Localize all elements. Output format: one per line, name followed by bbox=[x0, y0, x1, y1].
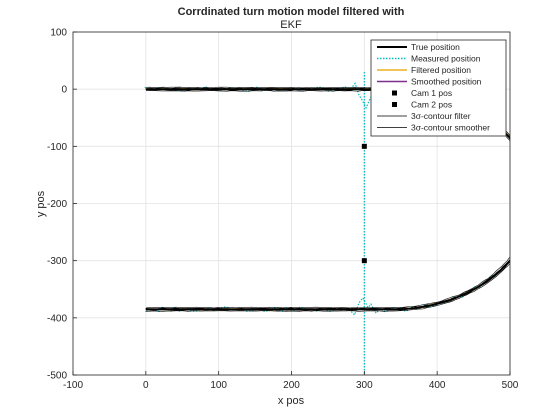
y-tick-label: -100 bbox=[47, 142, 67, 153]
x-tick-label: 200 bbox=[283, 380, 300, 391]
legend-marker bbox=[392, 90, 397, 96]
x-tick-label: -100 bbox=[63, 380, 83, 391]
y-tick-label: -200 bbox=[47, 199, 67, 210]
legend-label: Cam 2 pos bbox=[411, 100, 452, 110]
x-tick-label: 100 bbox=[210, 380, 227, 391]
y-tick-label: -300 bbox=[47, 256, 67, 267]
legend-label: 3σ-contour filter bbox=[411, 111, 471, 121]
legend-marker bbox=[392, 102, 397, 107]
camera-2-marker bbox=[361, 258, 367, 264]
legend-label: Smoothed position bbox=[411, 77, 482, 87]
legend-box bbox=[370, 39, 507, 137]
y-tick-label: 100 bbox=[50, 28, 67, 39]
y-axis-label: y pos bbox=[35, 190, 47, 217]
legend-label: Filtered position bbox=[411, 65, 471, 75]
ticks: -100 0 100 200 300 400 500 -500 -400 -300 -200 -100… bbox=[47, 28, 519, 392]
plot-area bbox=[144, 72, 510, 375]
y-tick-label: -500 bbox=[47, 371, 67, 382]
x-tick-label: 400 bbox=[429, 380, 446, 391]
x-tick-label: 0 bbox=[143, 380, 149, 391]
chart-subtitle: EKF bbox=[280, 19, 302, 31]
chart-title: Corrdinated turn motion model filtered w… bbox=[178, 6, 405, 18]
legend-label: 3σ-contour smoother bbox=[411, 123, 490, 133]
x-axis-label: x pos bbox=[278, 395, 305, 407]
sigma-contour-smoother-outer bbox=[145, 87, 510, 311]
sigma-contour-filter-outer bbox=[145, 86, 510, 312]
legend-label: Measured position bbox=[411, 54, 481, 64]
x-tick-label: 500 bbox=[502, 380, 519, 391]
legend-label: Cam 1 pos bbox=[411, 88, 452, 98]
true-position-line bbox=[145, 88, 510, 311]
x-tick-label: 300 bbox=[356, 380, 373, 391]
y-tick-label: 0 bbox=[61, 85, 67, 96]
sigma-contour-filter-inner bbox=[145, 90, 510, 309]
legend-label: True position bbox=[411, 42, 460, 52]
y-tick-label: -400 bbox=[47, 313, 67, 324]
camera-1-marker bbox=[361, 143, 367, 149]
